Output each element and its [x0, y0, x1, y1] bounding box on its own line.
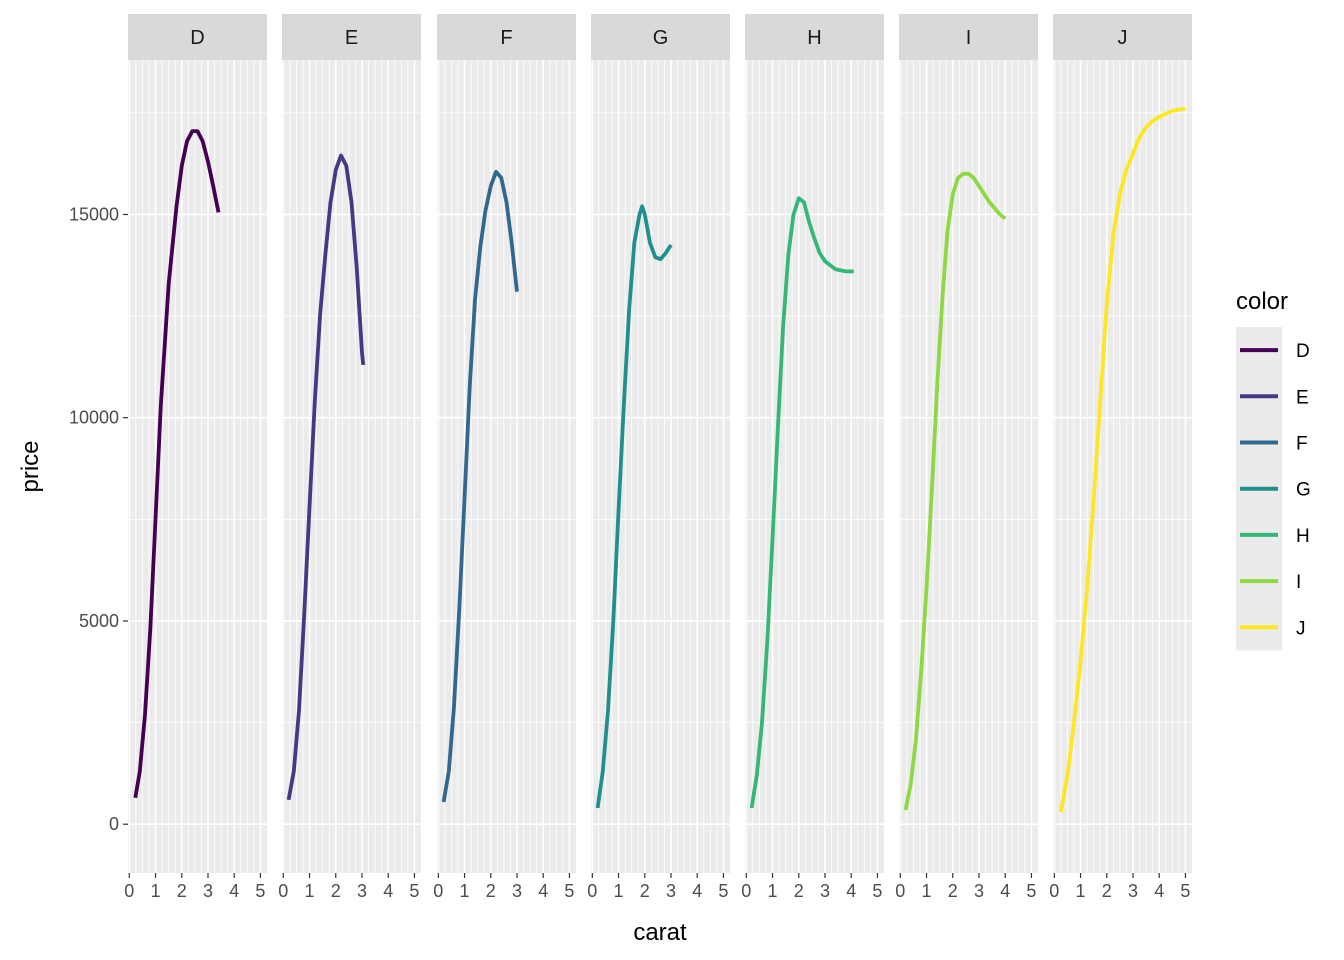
x-tick-label: 5: [1180, 881, 1190, 901]
x-tick-label: 4: [846, 881, 856, 901]
facet-strip: [745, 14, 884, 60]
facet-strip: [1053, 14, 1192, 60]
y-tick-label: 0: [109, 814, 119, 834]
facet-strip-label: F: [500, 27, 512, 49]
x-tick-label: 0: [124, 881, 134, 901]
legend-label: F: [1296, 434, 1308, 455]
x-axis-title: carat: [633, 919, 687, 946]
x-tick-label: 5: [718, 881, 728, 901]
x-tick-label: 1: [305, 881, 315, 901]
facet-panel-f: F 0 1 2 3 4 5: [433, 14, 576, 901]
x-tick-label: 4: [383, 881, 393, 901]
x-tick-label: 1: [460, 881, 470, 901]
x-tick-label: 2: [486, 881, 496, 901]
x-tick-label: 2: [1102, 881, 1112, 901]
x-tick-label: 2: [794, 881, 804, 901]
facet-panels: D0 1 2 3 4 5E0 1 2 3 4 5F0 1 2 3 4 5G0 1 2 3 4 5H0 1 2 3 4 5I0 1 2 3…: [124, 14, 1192, 901]
x-tick-label: 3: [357, 881, 367, 901]
facet-strip-label: I: [966, 27, 972, 49]
series-line-d: [133, 129, 221, 799]
x-tick-label: 3: [666, 881, 676, 901]
panel-background: [591, 60, 730, 873]
y-axis: 0 5000 10000 15000: [69, 204, 128, 834]
facet-panel-e: E 0 1 2 3 4 5: [278, 14, 421, 901]
y-tick-label: 15000: [69, 204, 119, 224]
x-tick-label: 0: [741, 881, 751, 901]
legend-label: I: [1296, 572, 1301, 593]
series-line-f: [441, 169, 519, 803]
legend-label: E: [1296, 387, 1309, 408]
facet-strip-label: G: [653, 27, 669, 49]
x-tick-label: 0: [895, 881, 905, 901]
legend-label: D: [1296, 341, 1310, 362]
x-tick-label: 1: [1076, 881, 1086, 901]
facet-strip: [282, 14, 421, 60]
y-tick-label: 5000: [79, 611, 119, 631]
x-tick-label: 5: [872, 881, 882, 901]
facet-panel-d: D 0 1 2 3 4 5: [124, 14, 267, 901]
facet-panel-g: G 0 1 2 3 4 5: [587, 14, 730, 901]
facet-strip-label: H: [807, 27, 821, 49]
facet-strip-label: J: [1118, 27, 1128, 49]
facet-strip-label: D: [190, 27, 204, 49]
facet-strip: [899, 14, 1038, 60]
series-line-e: [286, 153, 366, 801]
facet-strip-label: E: [345, 27, 358, 49]
x-tick-label: 2: [177, 881, 187, 901]
x-tick-label: 4: [1154, 881, 1164, 901]
x-tick-label: 3: [512, 881, 522, 901]
series-line-h: [749, 196, 854, 809]
x-tick-label: 1: [151, 881, 161, 901]
panel-background: [899, 60, 1038, 873]
x-tick-label: 4: [229, 881, 239, 901]
panel-background: [128, 60, 267, 873]
y-axis-title: price: [17, 440, 44, 492]
x-tick-label: 4: [1000, 881, 1010, 901]
x-tick-label: 2: [948, 881, 958, 901]
facet-strip: [437, 14, 576, 60]
facet-strip: [128, 14, 267, 60]
x-tick-label: 0: [433, 881, 443, 901]
x-tick-label: 3: [974, 881, 984, 901]
series-line-i: [903, 171, 1007, 811]
x-tick-label: 5: [409, 881, 419, 901]
x-tick-label: 2: [331, 881, 341, 901]
legend-label: G: [1296, 480, 1311, 501]
x-tick-label: 4: [692, 881, 702, 901]
facet-strip: [591, 14, 730, 60]
series-line-j: [1059, 106, 1186, 813]
panel-background: [745, 60, 884, 873]
facet-panel-j: J 0 1 2 3 4 5: [1049, 14, 1192, 901]
x-tick-label: 5: [1026, 881, 1036, 901]
x-tick-label: 3: [820, 881, 830, 901]
panel-background: [1053, 60, 1192, 873]
facet-panel-i: I 0 1 2 3 4 5: [895, 14, 1038, 901]
y-tick-label: 10000: [69, 408, 119, 428]
legend-label: J: [1296, 618, 1306, 639]
x-tick-label: 0: [1049, 881, 1059, 901]
x-tick-label: 5: [564, 881, 574, 901]
legend-title: color: [1236, 288, 1288, 315]
x-tick-label: 3: [203, 881, 213, 901]
legend: color D E F G H I J: [1236, 288, 1311, 651]
x-tick-label: 1: [922, 881, 932, 901]
x-tick-label: 3: [1128, 881, 1138, 901]
legend-label: H: [1296, 526, 1310, 547]
facet-panel-h: H 0 1 2 3 4 5: [741, 14, 884, 901]
x-tick-label: 4: [538, 881, 548, 901]
x-tick-label: 2: [640, 881, 650, 901]
series-line-g: [595, 204, 673, 809]
x-tick-label: 1: [614, 881, 624, 901]
x-tick-label: 0: [278, 881, 288, 901]
x-tick-label: 0: [587, 881, 597, 901]
x-tick-label: 1: [768, 881, 778, 901]
x-tick-label: 5: [255, 881, 265, 901]
